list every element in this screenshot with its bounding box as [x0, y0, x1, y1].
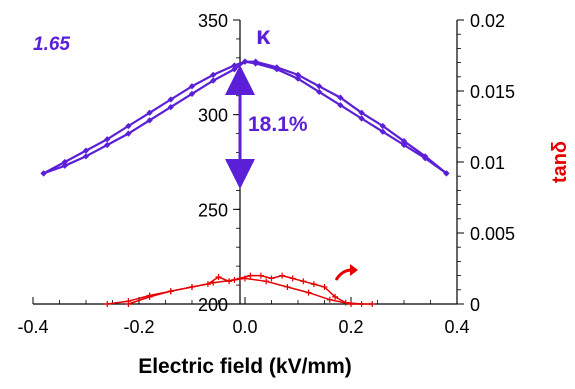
series-point-3: [268, 275, 275, 282]
series-point-1: [210, 71, 217, 79]
x-tick-label: -0.2: [123, 317, 154, 337]
series-point-1: [188, 83, 196, 90]
y-left-tick-label: 250: [198, 200, 228, 220]
series-point-3: [300, 278, 307, 285]
x-tick-label: 0.4: [444, 317, 469, 337]
tunability-label: 18.1%: [248, 113, 308, 136]
series-point-1: [104, 136, 111, 143]
series-point-4: [167, 288, 174, 295]
series-point-1: [125, 122, 132, 130]
series-point-2: [167, 103, 174, 111]
series-point-3: [332, 293, 339, 300]
series-point-3: [321, 283, 328, 290]
series-point-4: [242, 275, 248, 282]
series-point-4: [146, 292, 153, 299]
series-point-3: [289, 275, 296, 282]
x-tick-label: 0.0: [232, 317, 257, 337]
series-line-2: [43, 60, 448, 175]
kappa-label: κ: [256, 20, 271, 50]
series-point-2: [146, 117, 153, 124]
series-point-2: [422, 153, 429, 160]
series-point-1: [167, 96, 174, 103]
series-point-2: [379, 122, 386, 130]
series-point-3: [310, 281, 317, 288]
series-point-1: [146, 109, 153, 116]
y-right-tick-label: 0.01: [470, 153, 505, 173]
series-point-2: [400, 138, 408, 145]
y-left-tick-label: 300: [198, 106, 228, 126]
series-point-4: [189, 283, 195, 290]
series-point-4: [210, 279, 217, 286]
series-point-2: [61, 162, 68, 169]
series-layer: [40, 58, 450, 307]
series-point-3: [279, 272, 286, 279]
series-point-4: [305, 289, 312, 296]
x-tick-label: -0.4: [17, 317, 48, 337]
series-point-3: [257, 272, 264, 279]
series-point-1: [61, 158, 68, 166]
series-point-1: [82, 147, 90, 154]
series-point-4: [231, 276, 238, 283]
y-left-tick-label: 350: [198, 11, 228, 31]
corner-value: 1.65: [33, 34, 70, 55]
series-point-2: [188, 90, 196, 97]
y-right-ticks: 0 0.005 0.01 0.015 0.02: [457, 11, 515, 315]
series-point-4: [104, 301, 111, 307]
series-point-4: [263, 278, 270, 285]
y-right-tick-label: 0.005: [470, 224, 515, 244]
series-point-2: [210, 77, 217, 84]
series-point-4: [125, 298, 132, 305]
y-right-tick-label: 0: [470, 295, 480, 315]
series-line-1: [43, 60, 448, 175]
series-point-4: [369, 301, 376, 307]
direction-arrow: [334, 268, 353, 281]
direction-arrowhead: [350, 264, 358, 276]
y-right-title: tanδ: [549, 141, 571, 183]
y-right-tick-label: 0.015: [470, 82, 515, 102]
x-tick-label: 0.2: [338, 317, 363, 337]
x-ticks: -0.4 -0.2 0.0 0.2 0.4: [17, 297, 470, 337]
series-point-3: [247, 272, 254, 279]
series-point-2: [241, 58, 249, 65]
series-point-4: [284, 283, 291, 290]
y-left-tick-label: 200: [198, 295, 228, 315]
y-left-ticks: 200 250 300 350: [198, 11, 240, 315]
series-point-4: [348, 301, 354, 307]
series-point-4: [326, 296, 333, 303]
y-right-tick-label: 0.02: [470, 11, 505, 31]
series-point-2: [40, 170, 47, 177]
x-axis-title: Electric field (kV/mm): [138, 355, 352, 378]
series-line-4: [107, 277, 373, 305]
series-point-3: [215, 274, 222, 281]
